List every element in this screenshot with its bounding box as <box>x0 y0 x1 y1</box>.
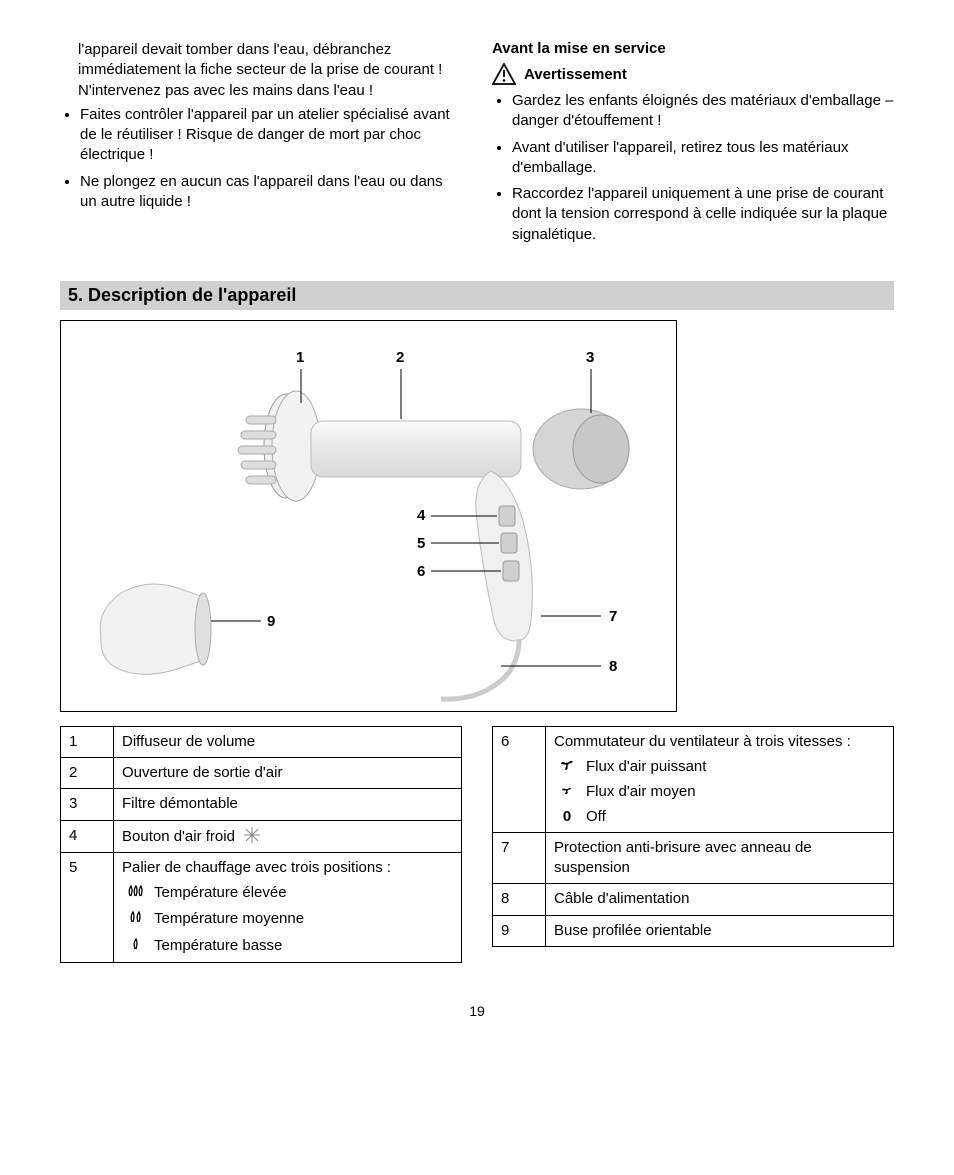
intro-paragraph: l'appareil devait tomber dans l'eau, déb… <box>78 40 462 101</box>
left-bullet-list: Faites contrôler l'appareil par un ateli… <box>60 105 462 212</box>
table-row: 7 Protection anti-brisure avec anneau de… <box>493 832 894 884</box>
part-label: Palier de chauffage avec trois positions… <box>114 852 462 962</box>
part-num: 3 <box>61 789 114 820</box>
parts-table-left-wrap: 1 Diffuseur de volume 2 Ouverture de sor… <box>60 726 462 963</box>
diag-label-9: 9 <box>267 613 275 630</box>
fan-med-text: Flux d'air moyen <box>586 782 696 802</box>
part-num: 9 <box>493 915 546 946</box>
part-label: Buse profilée orientable <box>546 915 894 946</box>
top-columns: l'appareil devait tomber dans l'eau, déb… <box>60 40 894 251</box>
part-num: 4 <box>61 820 114 852</box>
diag-label-3: 3 <box>586 349 594 366</box>
heat-med-row: Température moyenne <box>126 908 453 930</box>
part-label: Diffuseur de volume <box>114 726 462 757</box>
diag-label-4: 4 <box>417 507 425 524</box>
page-number: 19 <box>60 1003 894 1019</box>
heat-high-row: Température élevée <box>126 882 453 904</box>
part-label: Bouton d'air froid <box>114 820 462 852</box>
table-row: 8 Câble d'alimentation <box>493 884 894 915</box>
parts-tables: 1 Diffuseur de volume 2 Ouverture de sor… <box>60 726 894 963</box>
table-row: 9 Buse profilée orientable <box>493 915 894 946</box>
heat-low-text: Température basse <box>154 936 282 956</box>
dryer-illustration <box>61 321 676 711</box>
diag-label-2: 2 <box>396 349 404 366</box>
part-num: 6 <box>493 726 546 832</box>
fan-off-text: Off <box>586 807 606 827</box>
top-right-col: Avant la mise en service Avertissement G… <box>492 40 894 251</box>
heat-high-icon <box>126 882 144 904</box>
part-label: Ouverture de sortie d'air <box>114 758 462 789</box>
diag-label-7: 7 <box>609 608 617 625</box>
table-row: 2 Ouverture de sortie d'air <box>61 758 462 789</box>
diag-label-5: 5 <box>417 535 425 552</box>
left-bullet-1: Faites contrôler l'appareil par un ateli… <box>80 105 462 166</box>
parts-table-left: 1 Diffuseur de volume 2 Ouverture de sor… <box>60 726 462 963</box>
heat-low-icon <box>126 935 144 957</box>
parts-table-right: 6 Commutateur du ventilateur à trois vit… <box>492 726 894 947</box>
heat-levels-label: Palier de chauffage avec trois positions… <box>122 859 391 876</box>
fan-high-text: Flux d'air puissant <box>586 757 706 777</box>
heat-med-icon <box>126 908 144 930</box>
part-label: Filtre démontable <box>114 789 462 820</box>
fan-med-icon <box>558 782 576 802</box>
table-row: 3 Filtre démontable <box>61 789 462 820</box>
heat-med-text: Température moyenne <box>154 909 304 929</box>
zero-icon: 0 <box>558 807 576 827</box>
fan-high-icon <box>558 756 576 778</box>
heat-high-text: Température élevée <box>154 883 287 903</box>
table-row: 4 Bouton d'air froid <box>61 820 462 852</box>
left-bullet-2: Ne plongez en aucun cas l'appareil dans … <box>80 172 462 213</box>
part-num: 5 <box>61 852 114 962</box>
fan-speeds-label: Commutateur du ventilateur à trois vites… <box>554 733 851 750</box>
device-diagram: 1 2 3 4 5 6 7 8 9 <box>60 320 677 712</box>
top-left-col: l'appareil devait tomber dans l'eau, déb… <box>60 40 462 251</box>
section-title-bar: 5. Description de l'appareil <box>60 281 894 310</box>
part-label: Commutateur du ventilateur à trois vites… <box>546 726 894 832</box>
diag-label-8: 8 <box>609 658 617 675</box>
warning-label: Avertissement <box>524 66 627 83</box>
part-num: 8 <box>493 884 546 915</box>
before-use-heading: Avant la mise en service <box>492 40 894 57</box>
right-bullet-3: Raccordez l'appareil uniquement à une pr… <box>512 184 894 245</box>
part-num: 7 <box>493 832 546 884</box>
parts-table-right-wrap: 6 Commutateur du ventilateur à trois vit… <box>492 726 894 963</box>
table-row: 5 Palier de chauffage avec trois positio… <box>61 852 462 962</box>
part-label: Protection anti-brisure avec anneau de s… <box>546 832 894 884</box>
right-bullet-2: Avant d'utiliser l'appareil, retirez tou… <box>512 138 894 179</box>
right-bullet-1: Gardez les enfants éloignés des matériau… <box>512 91 894 132</box>
fan-med-row: Flux d'air moyen <box>558 782 885 802</box>
diag-label-6: 6 <box>417 563 425 580</box>
part-num: 1 <box>61 726 114 757</box>
table-row: 1 Diffuseur de volume <box>61 726 462 757</box>
diag-label-1: 1 <box>296 349 304 366</box>
part-label: Câble d'alimentation <box>546 884 894 915</box>
part-num: 2 <box>61 758 114 789</box>
table-row: 6 Commutateur du ventilateur à trois vit… <box>493 726 894 832</box>
snowflake-icon <box>243 826 261 844</box>
heat-low-row: Température basse <box>126 935 453 957</box>
fan-high-row: Flux d'air puissant <box>558 756 885 778</box>
right-bullet-list: Gardez les enfants éloignés des matériau… <box>492 91 894 245</box>
cold-air-label: Bouton d'air froid <box>122 828 235 845</box>
warning-line: Avertissement <box>492 63 894 85</box>
fan-off-row: 0 Off <box>558 807 885 827</box>
warning-icon <box>492 63 516 85</box>
